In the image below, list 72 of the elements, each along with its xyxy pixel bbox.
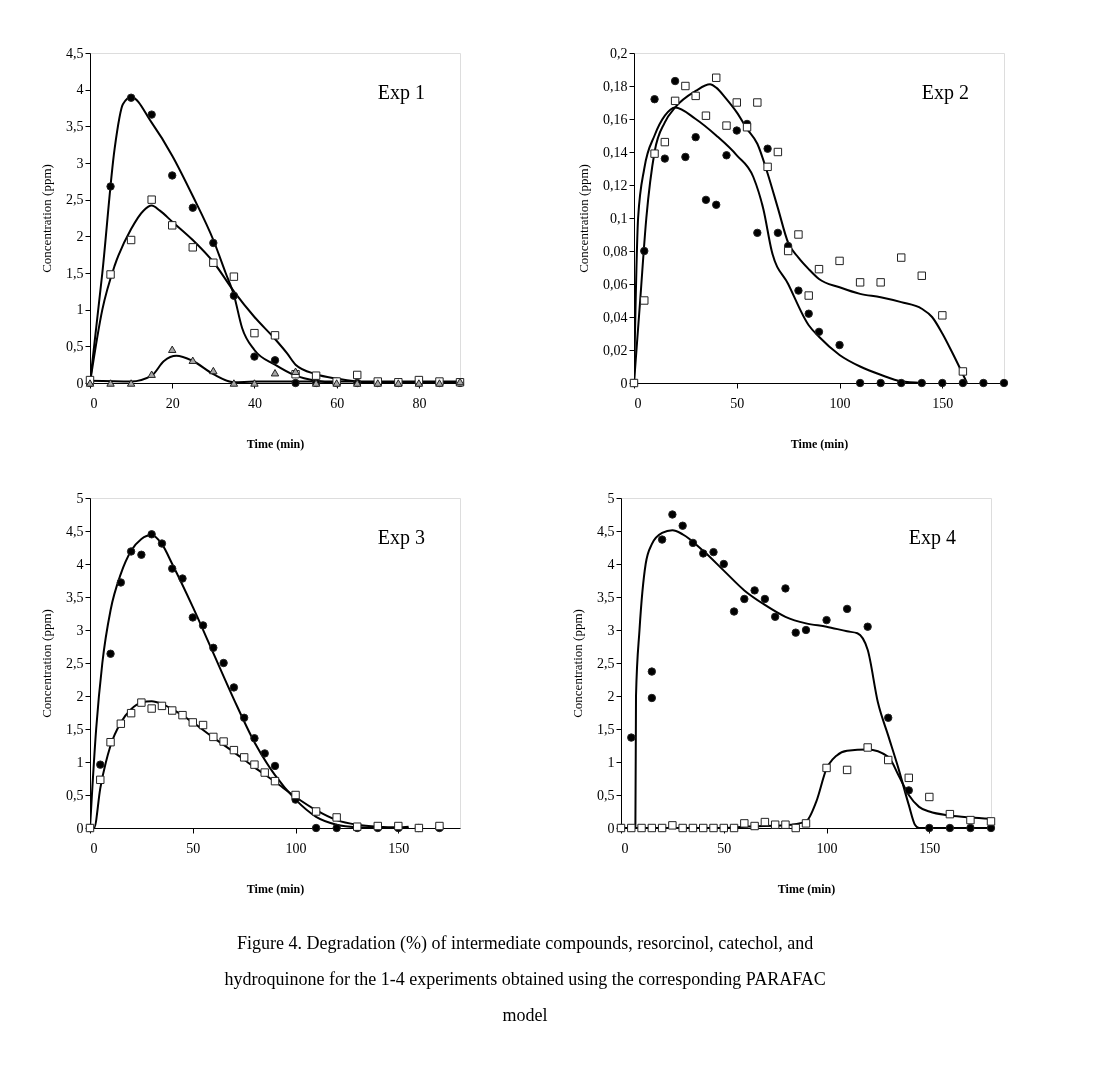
y-tick-label: 4,5: [66, 523, 84, 539]
y-tick-label: 0,16: [603, 111, 628, 127]
y-tick-label: 2,5: [66, 655, 84, 671]
y-tick-label: 0,06: [603, 276, 628, 292]
x-tick-label: 150: [932, 395, 954, 411]
y-tick-label: 4: [607, 556, 615, 572]
y-tick-label: 0,5: [66, 338, 84, 354]
y-tick-label: 2,5: [597, 655, 615, 671]
y-tick-label: 0: [76, 820, 84, 836]
y-tick-label: 0,12: [603, 177, 628, 193]
y-tick-label: 3,5: [597, 589, 615, 605]
x-tick-label: 100: [816, 840, 838, 856]
y-tick-label: 0,5: [66, 787, 84, 803]
x-tick-label: 60: [330, 395, 345, 411]
y-tick-label: 1,5: [597, 721, 615, 737]
y-tick-label: 3,5: [66, 118, 84, 134]
y-tick-label: 1: [76, 302, 84, 318]
y-tick-label: 0,04: [603, 309, 628, 325]
caption: Figure 4. Degradation (%) of intermediate compounds, resorcinol, catechol, and hydroquinone for the 1-4 experiments obtained using the corresponding PARAFAC model: [224, 932, 826, 1025]
annotation: Exp 4: [908, 526, 956, 549]
x-axis-title: Time (min): [790, 436, 849, 451]
y-tick-label: 4,5: [597, 523, 615, 539]
y-axis-title: Concentration (ppm): [39, 164, 54, 273]
x-axis-title: Time (min): [246, 436, 305, 451]
y-tick-label: 1,5: [66, 721, 84, 737]
annotation: Exp 3: [377, 526, 425, 549]
x-axis-title: Time (min): [246, 881, 305, 896]
x-tick-label: 20: [165, 395, 180, 411]
x-tick-label: 50: [717, 840, 732, 856]
x-tick-label: 0: [90, 395, 98, 411]
x-tick-label: 100: [285, 840, 307, 856]
annotation: Exp 2: [921, 81, 969, 104]
x-tick-label: 0: [90, 840, 98, 856]
y-tick-label: 1,5: [66, 265, 84, 281]
y-tick-label: 0,18: [603, 78, 628, 94]
y-tick-label: 0,5: [597, 787, 615, 803]
y-tick-label: 4: [76, 556, 84, 572]
y-tick-label: 3: [607, 622, 615, 638]
y-tick-label: 2,5: [66, 192, 84, 208]
y-tick-label: 3,5: [66, 589, 84, 605]
x-tick-label: 150: [388, 840, 410, 856]
x-tick-label: 50: [186, 840, 201, 856]
y-tick-label: 0: [607, 820, 615, 836]
y-tick-label: 2: [76, 228, 84, 244]
x-tick-label: 150: [919, 840, 941, 856]
y-tick-label: 0: [76, 375, 84, 391]
x-tick-label: 100: [829, 395, 851, 411]
y-axis-title: Concentration (ppm): [576, 164, 591, 273]
y-tick-label: 0,02: [603, 342, 628, 358]
x-tick-label: 50: [730, 395, 745, 411]
y-tick-label: 4,5: [66, 45, 84, 61]
y-tick-label: 3: [76, 155, 84, 171]
x-tick-label: 0: [634, 395, 642, 411]
y-tick-label: 0,08: [603, 243, 628, 259]
x-tick-label: 40: [247, 395, 262, 411]
y-axis-title: Concentration (ppm): [39, 609, 54, 718]
y-tick-label: 0,14: [603, 144, 628, 160]
y-tick-label: 1: [607, 754, 615, 770]
y-tick-label: 2: [76, 688, 84, 704]
y-tick-label: 0,1: [610, 210, 628, 226]
y-tick-label: 4: [76, 82, 84, 98]
y-tick-label: 3: [76, 622, 84, 638]
annotation: Exp 1: [377, 81, 425, 104]
y-tick-label: 1: [76, 754, 84, 770]
y-tick-label: 2: [607, 688, 615, 704]
y-tick-label: 0,2: [610, 45, 628, 61]
y-axis-title: Concentration (ppm): [570, 609, 585, 718]
x-tick-label: 80: [412, 395, 427, 411]
y-tick-label: 0: [620, 375, 628, 391]
x-axis-title: Time (min): [777, 881, 836, 896]
y-tick-label: 5: [76, 490, 84, 506]
y-tick-label: 5: [607, 490, 615, 506]
